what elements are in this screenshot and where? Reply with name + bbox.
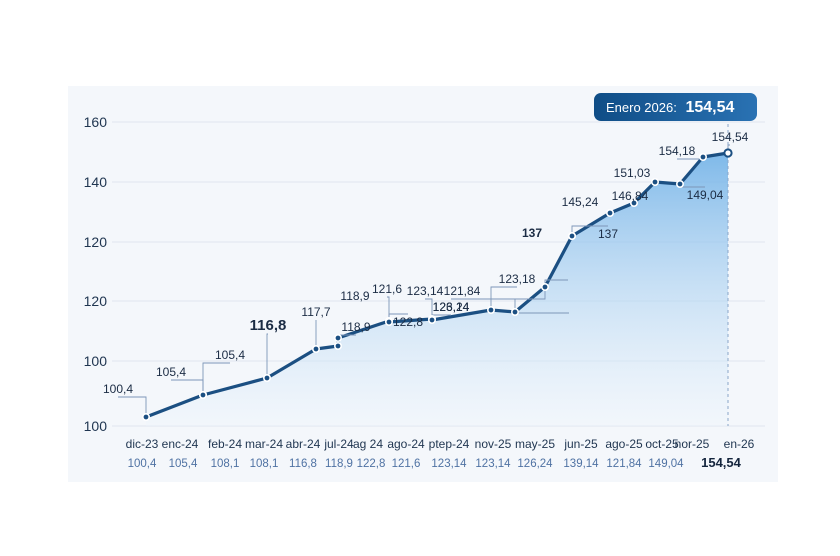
bottom-value: 118,9	[325, 458, 353, 470]
data-label: 145,24	[562, 195, 599, 209]
data-label: 123,14	[407, 284, 444, 298]
data-point	[427, 315, 436, 324]
x-tick-label: ago-24	[387, 437, 425, 451]
y-tick-label: 140	[84, 174, 108, 190]
x-tick-label: jun-25	[563, 437, 598, 451]
data-point	[675, 180, 684, 189]
x-tick-label: ago-25	[605, 437, 643, 451]
callout-badge: Enero 2026: 154,54	[594, 93, 757, 121]
data-label: 154,54	[712, 130, 749, 144]
x-tick-label: dic-23	[126, 437, 159, 451]
x-tick-label: ptep-24	[429, 437, 470, 451]
data-point	[384, 317, 393, 326]
data-label: 151,03	[614, 166, 651, 180]
data-point	[333, 333, 342, 342]
data-point	[333, 341, 342, 350]
data-label: 121,6	[372, 282, 402, 296]
bottom-value: 116,8	[289, 458, 317, 470]
data-point	[605, 209, 614, 218]
bottom-value: 108,1	[250, 458, 279, 470]
x-tick-label: ag 24	[353, 437, 383, 451]
x-tick-label: nov-25	[475, 437, 512, 451]
data-label: 137	[598, 227, 618, 241]
data-point	[486, 305, 495, 314]
label-leader	[387, 296, 390, 321]
bottom-value: 123,14	[475, 458, 511, 470]
data-label: 121,84	[444, 284, 481, 298]
series-area	[146, 153, 728, 426]
x-tick-label: abr-24	[286, 437, 321, 451]
data-point	[262, 373, 271, 382]
callout-value: 154,54	[685, 99, 734, 116]
bottom-value: 121,84	[606, 458, 642, 470]
data-point	[510, 307, 519, 316]
data-label: 105,4	[215, 348, 245, 362]
bottom-value: 139,14	[563, 458, 599, 470]
callout-badge-text: Enero 2026: 154,54	[606, 99, 735, 116]
x-tick-label: may-25	[515, 437, 555, 451]
x-tick-label: enc-24	[162, 437, 199, 451]
data-point	[142, 412, 151, 421]
data-label: 146,84	[612, 189, 649, 203]
data-point	[698, 153, 707, 162]
bottom-value: 105,4	[169, 458, 198, 470]
data-points	[142, 148, 733, 421]
data-point	[540, 282, 549, 291]
x-tick-label: oct-25	[645, 437, 679, 451]
x-axis: dic-23 enc-24 feb-24 mar-24 abr-24 jul-24 ag 2…	[126, 437, 755, 451]
y-tick-label: 100	[84, 353, 108, 369]
y-tick-label: 100	[84, 418, 108, 434]
y-axis: 100 100 120 120 140 160	[84, 114, 108, 434]
data-label: 118,9	[341, 320, 370, 334]
x-tick-label: nor-25	[675, 437, 710, 451]
data-label: 149,04	[687, 188, 724, 202]
y-tick-label: 160	[84, 114, 108, 130]
data-point	[629, 199, 638, 208]
label-leader	[266, 333, 268, 378]
bottom-value: 122,8	[357, 458, 386, 470]
data-point	[567, 232, 576, 241]
y-tick-label: 120	[84, 293, 108, 309]
label-leader	[490, 286, 517, 310]
data-point	[650, 178, 659, 187]
data-label: 126,24	[433, 300, 470, 314]
data-label: 123,14	[433, 300, 470, 314]
y-tick-label: 120	[84, 234, 108, 250]
x-tick-label: feb-24	[208, 437, 242, 451]
data-label: 100,4	[103, 382, 133, 396]
data-label: 105,4	[156, 365, 186, 379]
data-point	[311, 344, 320, 353]
callout-prefix: Enero 2026:	[606, 100, 677, 115]
bottom-value: 100,4	[128, 458, 157, 470]
x-tick-label: mar-24	[245, 437, 283, 451]
bottom-value: 108,1	[211, 458, 240, 470]
label-leader	[118, 396, 147, 417]
data-point	[723, 148, 733, 158]
data-point	[199, 390, 208, 399]
data-label: 118,9	[340, 289, 369, 303]
data-label: 117,7	[301, 305, 330, 319]
bottom-value: 154,54	[701, 455, 742, 470]
bottom-value: 149,04	[648, 458, 684, 470]
data-label: 122,8	[393, 315, 423, 329]
bottom-value-row: 100,4 105,4 108,1 108,1 116,8 118,9 122,8 121,6…	[128, 455, 742, 470]
x-tick-label: jul-24	[323, 437, 354, 451]
data-label: 116,8	[250, 317, 287, 334]
data-label: 123,18	[499, 272, 536, 286]
bottom-value: 121,6	[392, 458, 421, 470]
data-label: 137	[522, 226, 542, 240]
label-leader	[425, 298, 433, 319]
callout-badge-bg	[594, 93, 757, 121]
label-leader	[202, 362, 230, 395]
bottom-value: 126,24	[517, 458, 553, 470]
data-label: 154,18	[659, 144, 696, 158]
x-tick-label: en-26	[724, 437, 755, 451]
bottom-value: 123,14	[431, 458, 467, 470]
